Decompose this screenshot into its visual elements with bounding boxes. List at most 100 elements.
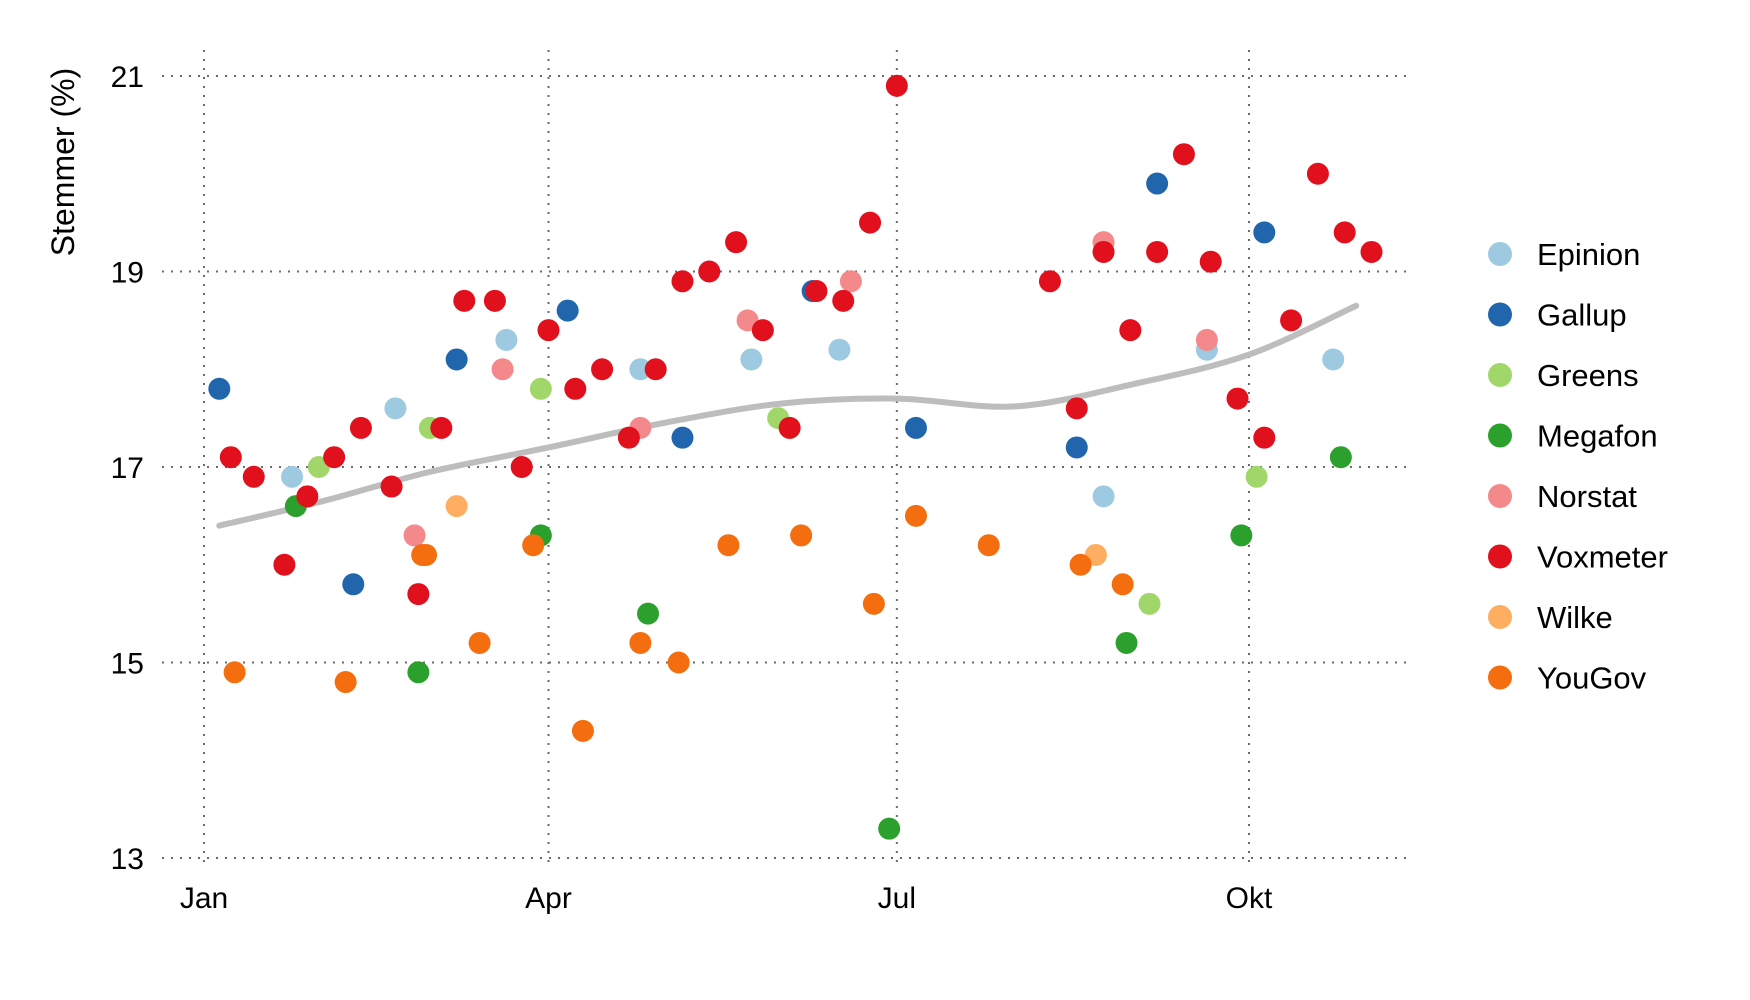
point-voxmeter [1038,270,1061,293]
point-voxmeter [725,231,748,254]
point-epinion [1092,485,1115,508]
point-norstat [491,358,514,381]
point-yougov [790,524,813,547]
grid [162,50,1410,862]
point-megafon [637,602,660,625]
point-voxmeter [349,416,372,439]
legend-swatch [1488,302,1512,327]
legend-swatch [1488,423,1512,448]
point-epinion [495,328,518,351]
x-axis: Jan Apr Jul Okt [180,882,1273,915]
legend-item-wilke: Wilke [1488,600,1613,635]
point-epinion [828,338,851,361]
point-gallup [904,416,927,439]
legend-item-greens: Greens [1488,358,1639,393]
y-tick-label: 19 [111,257,144,290]
point-voxmeter [430,416,453,439]
legend-label: Greens [1537,358,1639,393]
point-voxmeter [242,465,265,488]
point-megafon [878,817,901,840]
point-voxmeter [1146,240,1169,263]
legend-label: YouGov [1537,661,1647,696]
point-voxmeter [698,260,721,283]
point-epinion [740,348,763,371]
point-yougov [1111,573,1134,596]
series-wilke [445,495,1107,566]
legend-label: Norstat [1537,479,1637,514]
point-yougov [977,534,1000,557]
point-gallup [208,377,231,400]
point-epinion [281,465,304,488]
y-axis: 13 15 17 19 21 [111,61,144,876]
point-wilke [445,495,468,518]
point-yougov [571,719,594,742]
point-yougov [223,661,246,684]
point-voxmeter [323,446,346,469]
series-epinion [281,328,1345,508]
point-yougov [629,631,652,654]
point-voxmeter [859,211,882,234]
legend-swatch [1488,242,1512,266]
y-tick-label: 15 [111,648,144,681]
legend-swatch [1488,605,1512,629]
legend-item-gallup: Gallup [1488,298,1627,333]
point-voxmeter [805,280,828,303]
point-gallup [671,426,694,449]
point-yougov [904,504,927,527]
point-epinion [384,397,407,420]
legend-swatch [1488,363,1512,387]
point-yougov [717,534,740,557]
point-voxmeter [1065,397,1088,420]
point-voxmeter [510,456,533,478]
legend-item-yougov: YouGov [1488,661,1647,696]
data-points [208,74,1383,840]
point-voxmeter [1360,240,1383,263]
legend-label: Wilke [1537,600,1613,635]
y-tick-label: 13 [111,843,144,876]
point-yougov [522,534,545,557]
point-voxmeter [671,270,694,293]
legend-swatch [1488,484,1512,508]
point-voxmeter [751,319,774,342]
legend-item-norstat: Norstat [1488,479,1637,514]
point-voxmeter [1092,240,1115,263]
legend: Epinion Gallup Greens Megafon Norstat Voxmete… [1488,237,1668,696]
point-megafon [1115,631,1138,654]
point-voxmeter [1280,309,1303,332]
point-yougov [667,651,690,674]
point-norstat [1195,328,1218,351]
point-gallup [1065,436,1088,459]
point-voxmeter [1253,426,1276,449]
point-yougov [334,671,357,694]
series-yougov [223,504,1134,742]
x-tick-label: Apr [525,882,572,915]
point-voxmeter [832,289,855,312]
legend-item-epinion: Epinion [1488,237,1640,272]
legend-swatch [1488,544,1512,569]
point-yougov [862,592,885,615]
point-yougov [1069,553,1092,576]
point-gallup [342,573,365,596]
point-gallup [1253,221,1276,244]
point-voxmeter [644,358,667,381]
legend-label: Epinion [1537,237,1640,272]
point-norstat [839,270,862,293]
point-norstat [403,524,426,547]
point-megafon [407,661,430,684]
y-tick-label: 21 [111,61,144,94]
series-voxmeter [219,74,1383,606]
x-tick-label: Okt [1226,882,1273,915]
x-tick-label: Jan [180,882,228,915]
point-voxmeter [483,289,506,312]
point-epinion [1322,348,1345,371]
point-gallup [445,348,468,371]
point-megafon [1329,446,1352,469]
point-gallup [556,299,579,322]
point-voxmeter [1172,143,1195,166]
point-greens [1138,592,1161,615]
legend-swatch [1488,665,1512,690]
point-voxmeter [380,475,403,498]
point-voxmeter [219,446,242,469]
legend-label: Voxmeter [1537,540,1668,575]
